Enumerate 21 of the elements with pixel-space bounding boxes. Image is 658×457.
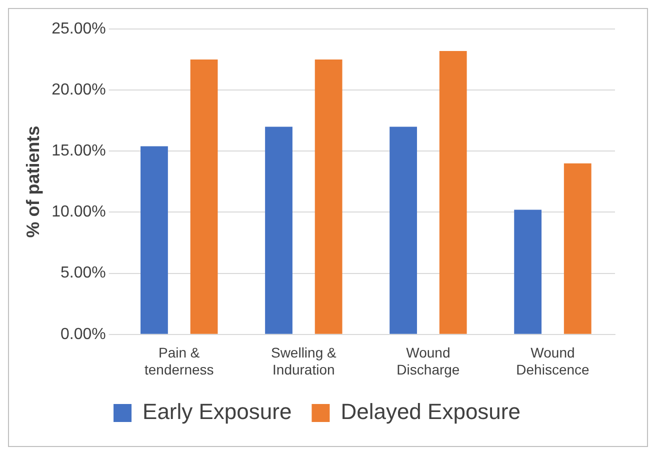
legend-label: Early Exposure xyxy=(142,399,292,424)
bar xyxy=(190,60,218,334)
bar xyxy=(140,146,168,334)
y-axis-title: % of patients xyxy=(22,126,43,238)
bar xyxy=(390,126,417,334)
y-tick-label: 15.00% xyxy=(52,142,106,160)
bar xyxy=(265,126,292,334)
bar xyxy=(514,210,542,334)
bar xyxy=(564,163,592,334)
y-tick-label: 10.00% xyxy=(52,204,106,221)
x-tick-label: Swelling & Induration xyxy=(270,344,338,378)
bar xyxy=(439,50,467,334)
bar xyxy=(314,60,342,334)
y-tick-label: 20.00% xyxy=(52,81,106,98)
legend-label: Delayed Exposure xyxy=(340,399,520,424)
y-tick-label: 0.00% xyxy=(60,326,106,343)
x-tick-label: Pain & tenderness xyxy=(144,344,214,378)
y-tick-label: 5.00% xyxy=(60,264,106,282)
x-tick-label: Wound Dehiscence xyxy=(516,344,590,378)
y-tick-label: 25.00% xyxy=(52,20,106,38)
x-tick-label: Wound Discharge xyxy=(396,344,460,378)
